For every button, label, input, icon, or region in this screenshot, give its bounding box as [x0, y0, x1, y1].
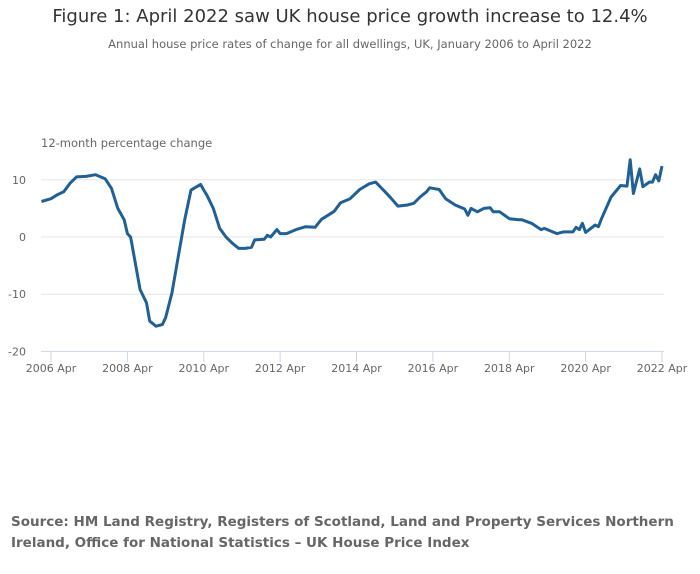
y-axis-label: 12-month percentage change — [41, 136, 212, 150]
chart-subtitle: Annual house price rates of change for a… — [108, 37, 592, 51]
y-tick-label: -20 — [8, 345, 26, 358]
x-tick-label: 2008 Apr — [102, 362, 153, 375]
y-tick-label: -10 — [8, 288, 26, 301]
x-tick-label: 2018 Apr — [484, 362, 535, 375]
line-chart: 12-month percentage change 2006 Apr 2008 … — [8, 136, 688, 375]
x-tick-label: 2022 Apr — [637, 362, 688, 375]
x-tick-label: 2006 Apr — [26, 362, 77, 375]
x-tick-label: 2014 Apr — [331, 362, 382, 375]
x-tick-label: 2010 Apr — [178, 362, 229, 375]
x-tick-label: 2016 Apr — [408, 362, 459, 375]
x-tick-label: 2020 Apr — [560, 362, 611, 375]
y-tick-label: 10 — [12, 174, 26, 187]
x-tick-label: 2012 Apr — [255, 362, 306, 375]
source-note: Source: HM Land Registry, Registers of S… — [11, 514, 674, 551]
chart-title: Figure 1: April 2022 saw UK house price … — [52, 6, 648, 27]
y-tick-label: 0 — [19, 231, 26, 244]
series-line-uk — [41, 158, 664, 328]
